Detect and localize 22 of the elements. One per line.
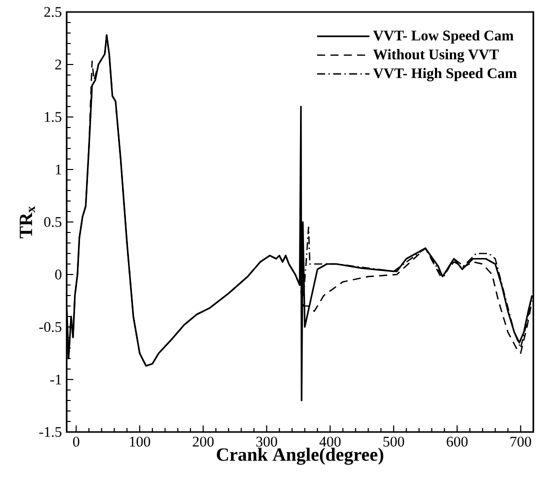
legend-label: Without Using VVT [373, 49, 499, 62]
x-tick-label: 100 [130, 436, 150, 447]
y-tick-label: -1 [50, 374, 62, 384]
x-tick-label: 0 [73, 436, 80, 447]
legend-label: VVT- Low Speed Cam [373, 30, 514, 44]
y-tick-label: 0.5 [44, 217, 62, 227]
y-tick-label: 1.5 [44, 112, 62, 122]
y-tick-label: 0 [55, 270, 62, 280]
x-tick-label: 500 [384, 436, 404, 447]
y-axis-title: TR$_{x}$ [20, 206, 35, 238]
x-tick-label: 300 [256, 436, 278, 447]
y-tick-label: 2 [55, 60, 62, 70]
x-tick-label: 600 [446, 436, 468, 447]
y-tick-label: 1 [56, 164, 62, 174]
y-tick-label: -0.5 [39, 322, 62, 332]
x-axis-title: Crank Angle(degree) [216, 448, 384, 465]
x-tick-label: 700 [510, 436, 532, 447]
y-tick-label: -1.5 [39, 427, 62, 437]
x-tick-label: 200 [192, 436, 214, 447]
y-tick-label: 2.5 [44, 7, 62, 17]
legend-label: VVT- High Speed Cam [373, 68, 517, 82]
x-tick-label: 400 [319, 436, 341, 447]
